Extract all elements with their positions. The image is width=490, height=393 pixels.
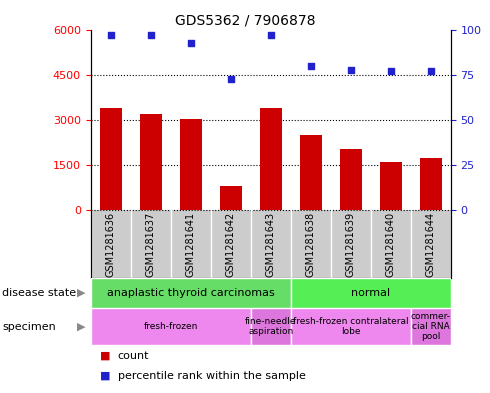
Bar	[291, 278, 451, 308]
Bar	[99, 108, 122, 210]
Bar	[420, 158, 442, 210]
Point	[227, 75, 235, 82]
Text: specimen: specimen	[2, 321, 56, 332]
Point	[387, 68, 395, 75]
Text: disease state: disease state	[2, 288, 76, 298]
Text: count: count	[118, 351, 149, 361]
Text: GSM1281641: GSM1281641	[186, 211, 196, 277]
Text: normal: normal	[351, 288, 391, 298]
Text: GSM1281638: GSM1281638	[306, 211, 316, 277]
Point	[107, 32, 115, 39]
Text: ▶: ▶	[76, 288, 85, 298]
Point	[267, 32, 274, 39]
Text: ■: ■	[100, 371, 111, 380]
Text: GSM1281636: GSM1281636	[106, 211, 116, 277]
Text: ▶: ▶	[76, 321, 85, 332]
Bar	[300, 135, 322, 210]
Point	[187, 39, 195, 46]
Text: percentile rank within the sample: percentile rank within the sample	[118, 371, 305, 380]
Text: ■: ■	[100, 351, 111, 361]
Text: GSM1281643: GSM1281643	[266, 211, 276, 277]
Text: fine-needle
aspiration: fine-needle aspiration	[245, 317, 296, 336]
Bar	[411, 308, 451, 345]
Bar	[380, 162, 402, 210]
Text: commer-
cial RNA
pool: commer- cial RNA pool	[411, 312, 451, 342]
Bar	[291, 308, 411, 345]
Bar	[91, 278, 291, 308]
Point	[347, 66, 355, 73]
Point	[307, 63, 315, 69]
Bar	[180, 119, 202, 210]
Bar	[91, 308, 251, 345]
Bar	[220, 186, 242, 210]
Text: GSM1281639: GSM1281639	[346, 211, 356, 277]
Point	[147, 32, 155, 39]
Bar	[340, 149, 362, 210]
Text: GSM1281644: GSM1281644	[426, 211, 436, 277]
Text: GSM1281637: GSM1281637	[146, 211, 156, 277]
Bar	[251, 308, 291, 345]
Text: fresh-frozen contralateral
lobe: fresh-frozen contralateral lobe	[293, 317, 409, 336]
Bar	[140, 114, 162, 210]
Bar	[260, 108, 282, 210]
Text: anaplastic thyroid carcinomas: anaplastic thyroid carcinomas	[107, 288, 274, 298]
Text: fresh-frozen: fresh-frozen	[144, 322, 198, 331]
Text: GDS5362 / 7906878: GDS5362 / 7906878	[175, 14, 315, 28]
Text: GSM1281642: GSM1281642	[226, 211, 236, 277]
Point	[427, 68, 435, 75]
Text: GSM1281640: GSM1281640	[386, 211, 396, 277]
Bar	[91, 210, 451, 278]
